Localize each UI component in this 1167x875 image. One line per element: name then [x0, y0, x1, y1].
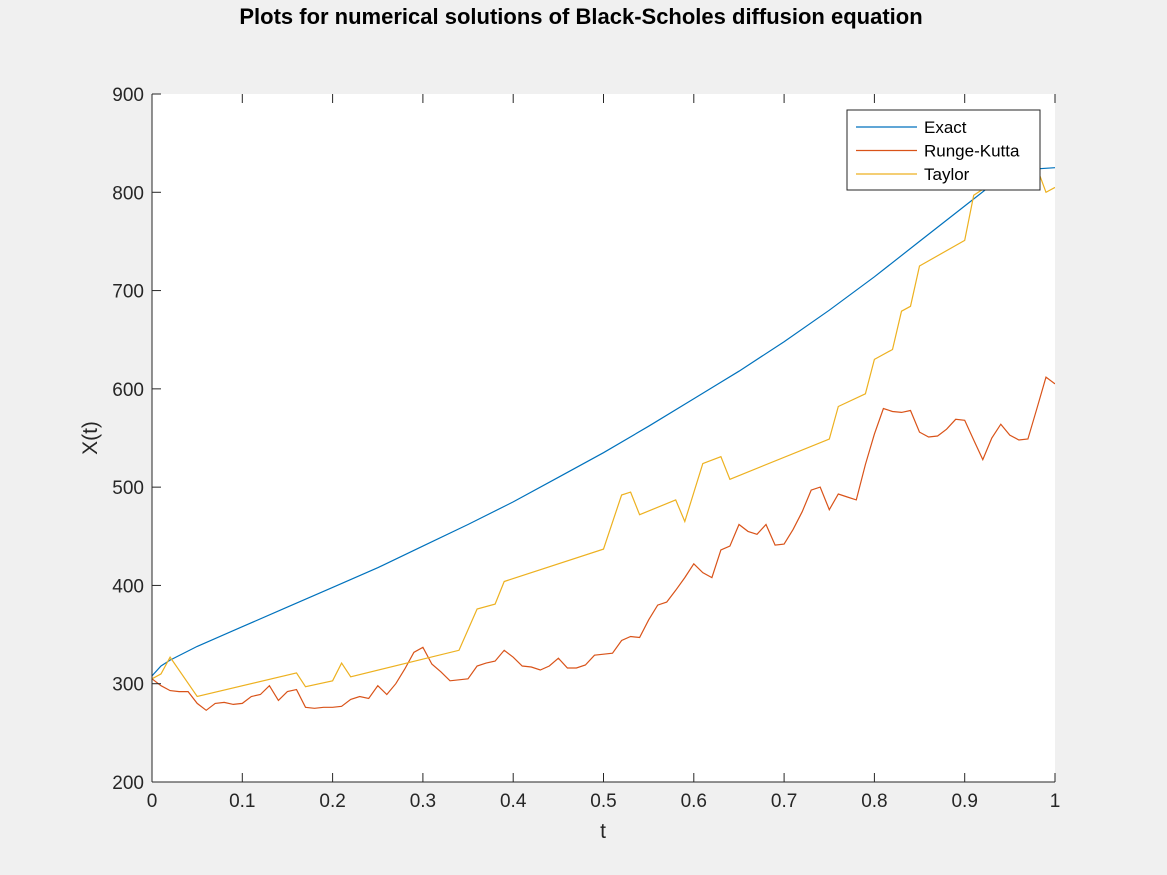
- y-tick-label: 500: [112, 478, 144, 499]
- chart-title: Plots for numerical solutions of Black-S…: [239, 4, 922, 29]
- x-tick-label: 0: [147, 791, 158, 812]
- x-tick-label: 0.7: [771, 791, 797, 812]
- y-tick-label: 400: [112, 576, 144, 597]
- series-line-taylor: [152, 166, 1055, 698]
- y-tick-label: 200: [112, 773, 144, 794]
- y-tick-label: 300: [112, 675, 144, 696]
- y-tick-label: 900: [112, 85, 144, 106]
- y-tick-label: 600: [112, 380, 144, 401]
- x-tick-label: 0.3: [410, 791, 436, 812]
- y-axis-label: X(t): [79, 421, 102, 455]
- x-tick-label: 0.8: [861, 791, 887, 812]
- x-axis-label: t: [600, 820, 606, 843]
- y-tick-label: 700: [112, 282, 144, 303]
- y-tick-label: 800: [112, 183, 144, 204]
- x-tick-label: 0.4: [500, 791, 527, 812]
- legend: Exact Runge-Kutta Taylor: [846, 109, 1041, 191]
- plot-area: [152, 94, 1055, 782]
- x-tick-label: 0.1: [229, 791, 255, 812]
- legend-label: Exact: [924, 118, 967, 137]
- x-tick-label: 0.6: [681, 791, 707, 812]
- x-tick-label: 0.5: [590, 791, 616, 812]
- series-line-exact: [152, 167, 1055, 677]
- x-tick-label: 0.9: [951, 791, 977, 812]
- series-line-runge-kutta: [152, 376, 1055, 712]
- legend-label: Taylor: [924, 165, 970, 184]
- x-tick-label: 1: [1050, 791, 1061, 812]
- x-tick-label: 0.2: [319, 791, 345, 812]
- legend-label: Runge-Kutta: [924, 142, 1020, 161]
